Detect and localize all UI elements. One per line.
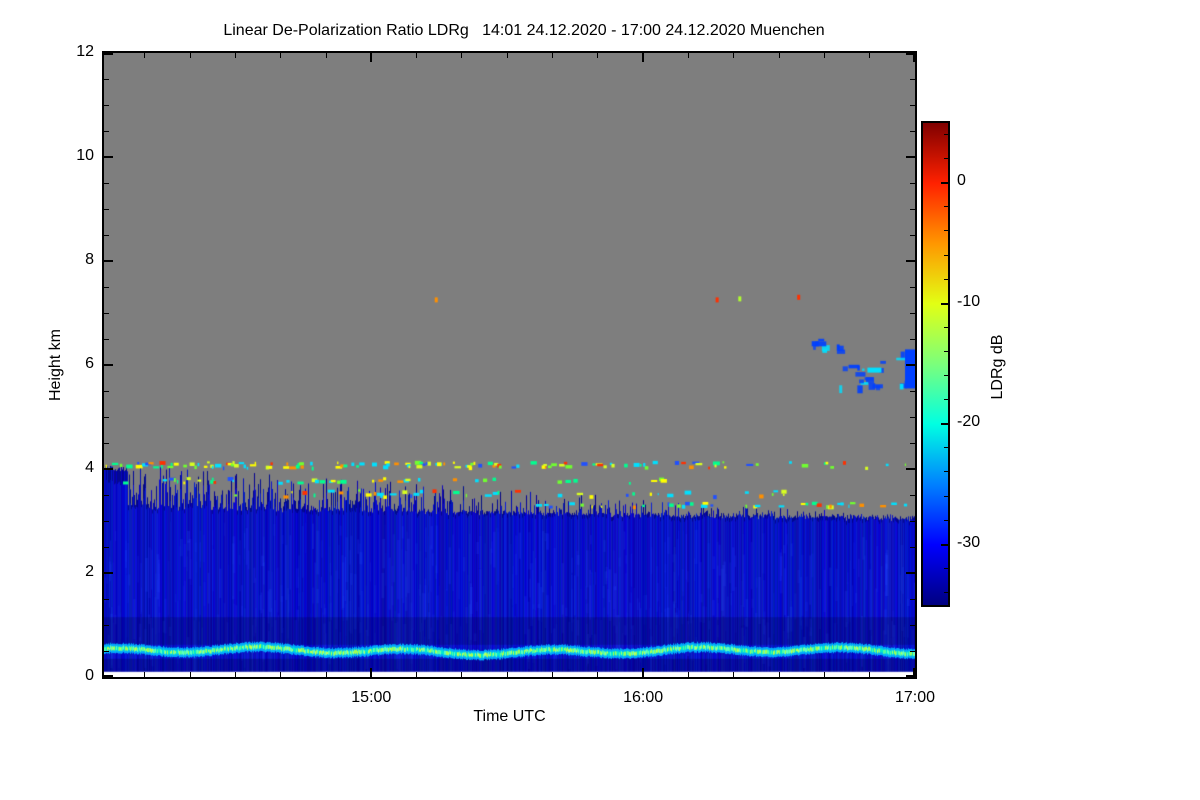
x-axis-tick-label: 17:00 (894, 689, 936, 706)
colorbar-minor-tick (944, 471, 948, 473)
colorbar-minor-tick (944, 230, 948, 232)
colorbar-minor-tick (944, 375, 948, 377)
colorbar-minor-tick (944, 591, 948, 593)
colorbar-minor-tick (944, 326, 948, 328)
colorbar-ticks (923, 123, 948, 605)
y-axis-tick-label: 8 (85, 251, 94, 268)
y-axis-tick-label: 10 (76, 147, 94, 164)
colorbar-minor-tick (944, 278, 948, 280)
y-axis-label: Height km (47, 328, 64, 402)
colorbar-major-tick (941, 182, 948, 185)
colorbar-minor-tick (944, 447, 948, 449)
colorbar-minor-tick (944, 567, 948, 569)
chart-title: Linear De-Polarization Ratio LDRg 14:01 … (223, 22, 825, 39)
colorbar-minor-tick (944, 399, 948, 401)
colorbar-minor-tick (944, 254, 948, 256)
colorbar-minor-tick (944, 495, 948, 497)
x-axis-tick-label: 16:00 (623, 689, 664, 706)
colorbar-major-tick (941, 302, 948, 305)
colorbar-major-tick (941, 423, 948, 426)
y-axis-tick-label: 12 (76, 43, 94, 60)
x-axis-label: Time UTC (473, 708, 546, 725)
plot-area (102, 51, 917, 679)
colorbar-tick-label: -30 (957, 533, 981, 551)
y-axis-tick-label: 0 (85, 667, 94, 684)
colorbar-minor-tick (944, 519, 948, 521)
heatmap-canvas (104, 53, 915, 677)
colorbar-minor-tick (944, 134, 948, 136)
colorbar-minor-tick (944, 158, 948, 160)
x-axis-tick-label: 15:00 (351, 689, 392, 706)
colorbar-minor-tick (944, 206, 948, 208)
y-axis-tick-label: 2 (85, 563, 94, 580)
colorbar-label: LDRg dB (989, 334, 1006, 400)
colorbar-tick-label: 0 (957, 172, 966, 190)
colorbar-major-tick (941, 543, 948, 546)
colorbar-minor-tick (944, 350, 948, 352)
y-axis-tick-label: 4 (85, 459, 94, 476)
colorbar (921, 121, 950, 607)
